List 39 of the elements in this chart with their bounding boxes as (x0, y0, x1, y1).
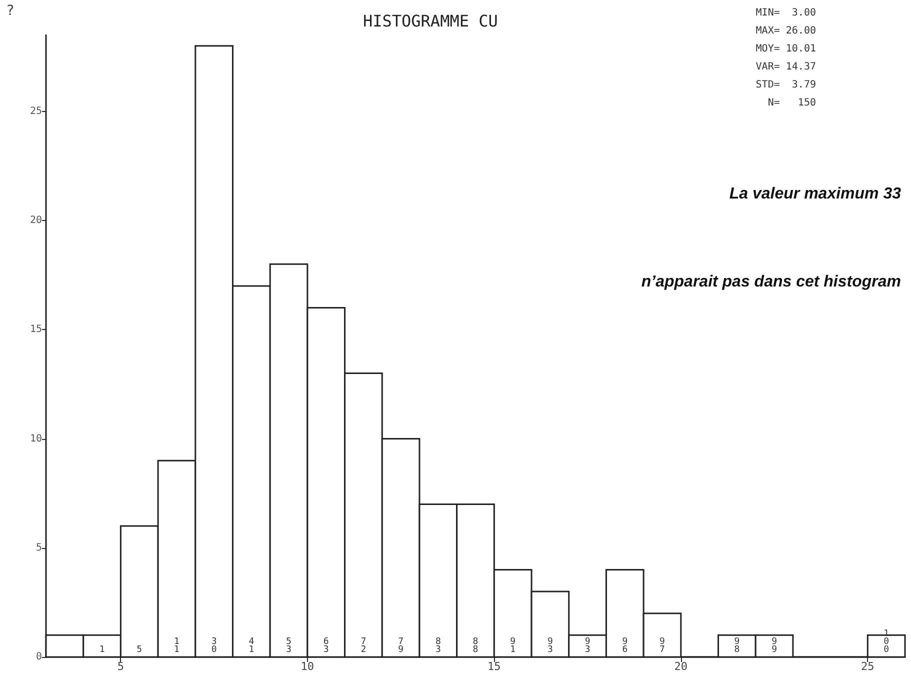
annotation: 63 (323, 637, 329, 655)
annotation: MAX= 26.00 (756, 26, 816, 36)
x-tick-label: 25 (861, 660, 874, 673)
annotation: 93 (584, 637, 590, 655)
annotation: 11 (174, 637, 180, 655)
annotation: MOY= 10.01 (756, 44, 816, 54)
annotation: 5 (136, 645, 142, 655)
annotation: 93 (547, 637, 553, 655)
x-tick-label: 5 (117, 660, 124, 673)
annotation: STD= 3.79 (756, 80, 816, 90)
text: ? (6, 3, 14, 19)
annotation: VAR= 14.37 (756, 62, 816, 72)
x-tick-label: 20 (674, 660, 688, 673)
annotation: 53 (286, 637, 292, 655)
annotation: 99 (772, 637, 777, 655)
y-tick-label: 10 (30, 433, 42, 444)
x-tick-label: 15 (488, 660, 501, 673)
text: MIN= 3.00 (756, 8, 816, 18)
annotation: 79 (398, 637, 404, 655)
annotation: La valeur maximum 33 (729, 186, 902, 202)
y-tick-label: 5 (36, 542, 42, 554)
annotation: 83 (435, 637, 441, 655)
annotation: N= 150 (768, 98, 816, 108)
annotation: 72 (360, 637, 366, 655)
y-tick-label: 25 (30, 106, 42, 117)
annotation: 88 (472, 637, 478, 655)
x-tick-label: 10 (300, 660, 314, 673)
y-tick-label: 15 (30, 324, 42, 336)
annotation: n’apparait pas dans cet histogram (641, 274, 901, 290)
annotation: 1 (99, 645, 105, 655)
annotation: 91 (510, 637, 516, 655)
annotation: 97 (660, 637, 665, 655)
y-tick-label: 0 (36, 652, 42, 662)
chart-title: HISTOGRAMME CU (363, 12, 498, 30)
annotation: 41 (248, 637, 254, 655)
annotation: 98 (734, 637, 740, 655)
annotation: 30 (211, 637, 217, 655)
annotation: 96 (622, 637, 628, 655)
y-tick-label: 20 (30, 215, 42, 226)
